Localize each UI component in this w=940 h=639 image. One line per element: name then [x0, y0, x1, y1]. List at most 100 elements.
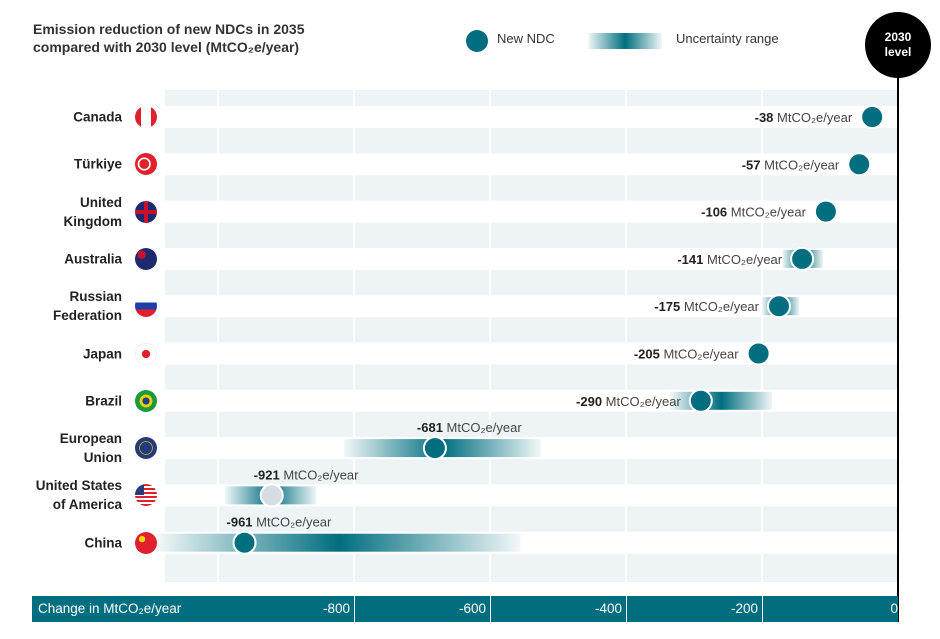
ndc-dot-australia — [790, 246, 815, 271]
reference-line1: 2030 — [884, 30, 912, 44]
x-tick-label: -200 — [730, 601, 758, 616]
value-unit: MtCO₂e/year — [447, 420, 523, 435]
x-tick-divider — [354, 596, 355, 622]
country-label-line: European — [59, 431, 122, 447]
country-label: Brazil — [85, 391, 122, 410]
uncertainty-range-china — [156, 533, 521, 552]
legend-dot-icon — [466, 30, 488, 52]
value-label-brazil: -290 MtCO₂e/year — [576, 394, 681, 409]
value-label-russia: -175 MtCO₂e/year — [654, 299, 759, 314]
value-unit: MtCO₂e/year — [777, 110, 853, 125]
country-label-line: Japan — [82, 346, 122, 361]
x-axis-label: Change in MtCO₂e/year — [38, 601, 182, 616]
x-tick-divider — [762, 596, 763, 622]
uk-flag-icon — [135, 200, 157, 223]
value-number: -175 — [654, 299, 684, 314]
value-label-canada: -38 MtCO₂e/year — [755, 110, 853, 125]
ndc-dot-canada — [860, 105, 885, 129]
value-label-japan: -205 MtCO₂e/year — [634, 347, 739, 362]
row-band — [165, 484, 898, 507]
country-label-line: Brazil — [85, 393, 122, 409]
x-tick-divider — [490, 596, 491, 622]
turkey-flag-icon — [135, 153, 157, 176]
japan-flag-icon — [135, 342, 157, 365]
value-unit: MtCO₂e/year — [731, 205, 807, 220]
ndc-dot-turkey — [847, 152, 872, 177]
country-label: European Union — [60, 429, 122, 467]
value-label-usa: -921 MtCO₂e/year — [254, 467, 359, 482]
chart-title: Emission reduction of new NDCs in 2035 c… — [33, 20, 305, 56]
value-unit: MtCO₂e/year — [283, 467, 359, 482]
country-label-line: Canada — [73, 109, 122, 125]
legend-uncertainty: Uncertainty range — [676, 31, 779, 46]
russia-flag-icon — [135, 295, 157, 318]
value-number: -290 — [576, 394, 606, 409]
value-label-turkey: -57 MtCO₂e/year — [742, 157, 840, 172]
canada-flag-icon — [135, 106, 157, 128]
value-number: -681 — [417, 420, 447, 435]
ndc-dot-usa — [259, 483, 284, 508]
country-label: Australia — [64, 249, 122, 268]
legend-new-ndc: New NDC — [497, 31, 555, 46]
ndc-dot-uk — [813, 199, 838, 224]
australia-flag-icon — [135, 247, 157, 270]
ndc-dot-russia — [767, 294, 791, 319]
value-number: -38 — [755, 110, 777, 125]
country-label-line: of America — [52, 497, 122, 513]
value-number: -921 — [254, 467, 284, 482]
value-unit: MtCO₂e/year — [707, 252, 783, 267]
value-label-australia: -141 MtCO₂e/year — [677, 252, 782, 267]
title-line-2: compared with 2030 level (MtCO₂e/year) — [33, 39, 300, 55]
ndc-dot-japan — [746, 341, 771, 366]
usa-flag-icon — [135, 484, 157, 507]
value-label-eu: -681 MtCO₂e/year — [417, 420, 522, 435]
title-line-1: Emission reduction of new NDCs in 2035 — [33, 21, 305, 37]
value-number: -57 — [742, 157, 764, 172]
value-unit: MtCO₂e/year — [606, 394, 682, 409]
country-label-line: Federation — [52, 308, 122, 324]
country-label-line: Russian — [69, 289, 122, 305]
row-band — [165, 200, 898, 223]
country-label-line: Australia — [64, 251, 122, 267]
ndc-dot-brazil — [688, 388, 713, 413]
row-band — [165, 106, 898, 128]
value-unit: MtCO₂e/year — [256, 515, 332, 530]
uncertainty-range-brazil — [670, 391, 773, 410]
row-band — [165, 247, 898, 270]
x-tick-label: -400 — [594, 601, 622, 616]
country-label: United Kingdom — [64, 193, 123, 231]
country-label: Russian Federation — [53, 287, 122, 325]
x-tick-label: 0 — [890, 601, 898, 616]
country-label: China — [84, 533, 122, 552]
x-axis: Change in MtCO₂e/year -800 -600 -400 -200 0 — [32, 596, 898, 622]
country-label: United States of America — [36, 476, 122, 514]
value-number: -141 — [677, 252, 707, 267]
reference-line2: level — [884, 45, 912, 59]
row-band — [165, 389, 898, 412]
x-tick-label: -600 — [458, 601, 486, 616]
x-tick-divider — [626, 596, 627, 622]
ndc-dot-china — [232, 530, 257, 555]
country-label-line: China — [84, 535, 122, 551]
country-label-line: United — [80, 194, 122, 210]
ndc-dot-eu — [422, 436, 447, 461]
value-unit: MtCO₂e/year — [663, 347, 739, 362]
value-label-china: -961 MtCO₂e/year — [227, 515, 332, 530]
eu-flag-icon — [135, 437, 157, 460]
brazil-flag-icon — [135, 389, 157, 412]
reference-badge: 2030 level — [865, 12, 931, 78]
x-tick-label: -800 — [322, 601, 350, 616]
value-unit: MtCO₂e/year — [684, 299, 760, 314]
value-unit: MtCO₂e/year — [764, 157, 840, 172]
row-band — [165, 295, 898, 318]
country-label-line: Kingdom — [63, 213, 123, 229]
value-number: -205 — [634, 347, 664, 362]
country-label-line: Türkiye — [73, 156, 122, 172]
reference-line — [897, 70, 899, 622]
legend-range-icon — [588, 33, 662, 49]
row-band — [165, 342, 898, 365]
country-label-line: Union — [83, 450, 122, 466]
country-label: Türkiye — [74, 155, 122, 174]
